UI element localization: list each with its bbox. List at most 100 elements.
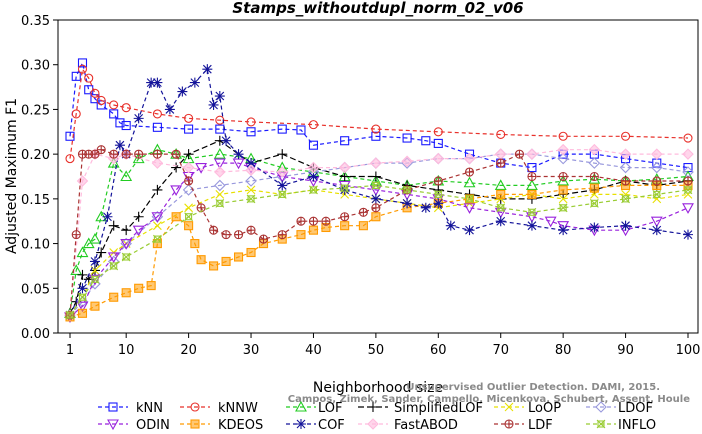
data-point-kdeos-23: [371, 212, 381, 222]
legend-marker-inflo: [596, 419, 606, 429]
x-tick-label-20: 20: [180, 343, 197, 358]
data-point-ldf-4: [90, 149, 100, 159]
data-point-kdeos-9: [184, 221, 194, 231]
data-point-ldf-24: [371, 203, 381, 213]
data-point-cof-31: [620, 220, 631, 231]
data-point-kdeos-22: [358, 221, 368, 231]
data-point-kdeos-27: [496, 189, 506, 199]
data-point-cof-13: [208, 99, 219, 110]
data-point-cof-12: [202, 64, 213, 75]
data-point-odin-23: [557, 221, 570, 232]
data-point-fastabod-16: [494, 148, 507, 160]
data-point-kdeos-10: [190, 239, 200, 249]
data-point-ldf-21: [321, 216, 331, 226]
data-point-kdeos-8: [171, 212, 181, 222]
data-point-fastabod-7: [214, 166, 226, 178]
data-point-ldf-31: [558, 171, 568, 182]
data-point-fastabod-9: [276, 166, 289, 178]
data-point-fastabod-15: [463, 152, 476, 165]
legend-marker-cof: [296, 419, 306, 429]
data-point-cof-28: [526, 220, 537, 231]
series-ldof: [64, 148, 694, 321]
data-point-cof-7: [146, 77, 157, 88]
legend-item-fastabod: FastABOD: [358, 418, 458, 433]
data-point-kdeos-2: [90, 301, 100, 311]
data-point-kdeos-1: [77, 308, 88, 318]
data-point-knnw-9: [184, 113, 194, 123]
data-point-knnw-0: [65, 154, 75, 164]
legend-marker-simplifiedlof: [368, 402, 378, 412]
data-point-inflo-6: [184, 212, 193, 222]
data-point-fastabod-17: [526, 148, 538, 160]
data-point-kdeos-30: [589, 183, 599, 193]
data-point-ldf-26: [433, 176, 443, 186]
data-point-ldf-35: [683, 176, 693, 186]
legend-label-odin: ODIN: [136, 418, 170, 433]
data-point-ldf-16: [246, 225, 256, 235]
data-point-kdeos-3: [109, 292, 119, 302]
legend-label-loop: LoOP: [528, 401, 561, 416]
data-point-ldf-34: [652, 176, 662, 186]
data-point-odin-5: [132, 225, 145, 237]
data-point-inflo-12: [371, 181, 381, 190]
legend-label-knn: kNN: [136, 401, 163, 416]
x-tick-label-60: 60: [430, 343, 447, 358]
data-point-inflo-5: [153, 234, 162, 244]
data-point-lof-20: [463, 176, 476, 188]
x-tick-label-90: 90: [617, 343, 634, 358]
data-point-knnw-11: [246, 117, 256, 127]
series-ldf: [65, 145, 693, 320]
data-point-fastabod-12: [370, 157, 382, 169]
legend-marker-odin: [107, 419, 119, 431]
data-point-simplifiedlof-8: [133, 211, 144, 222]
data-point-ldof-20: [619, 161, 632, 174]
data-point-ldf-22: [340, 212, 350, 222]
data-point-knnw-15: [496, 129, 506, 140]
data-point-knn-7: [115, 118, 125, 128]
legend-item-loop: LoOP: [494, 401, 561, 416]
x-tick-label-80: 80: [555, 343, 572, 358]
data-point-kdeos-14: [233, 252, 244, 262]
data-point-cof-2: [89, 256, 100, 267]
data-point-cof-9: [164, 104, 175, 115]
data-point-ldof-7: [214, 179, 226, 192]
legend-label-inflo: INFLO: [618, 418, 656, 433]
legend-item-ldf: LDF: [494, 418, 553, 433]
legend-label-ldof: LDOF: [618, 401, 653, 416]
watermark-line-2: Campos, Zimek, Sander, Campello, Micenko…: [288, 394, 690, 405]
data-point-kdeos-21: [340, 221, 350, 231]
data-point-cof-29: [558, 225, 569, 236]
data-point-lof-7: [120, 170, 133, 182]
data-point-cof-27: [495, 216, 506, 227]
data-point-knnw-17: [621, 131, 631, 141]
data-point-loop-7: [215, 189, 225, 199]
x-tick-label-40: 40: [305, 343, 322, 358]
data-point-knn-6: [109, 109, 119, 119]
data-point-lof-24: [588, 173, 601, 184]
data-point-ldf-9: [152, 149, 162, 159]
data-point-knn-18: [402, 133, 412, 143]
data-point-simplifiedlof-9: [152, 184, 163, 195]
data-point-fastabod-6: [182, 161, 195, 174]
data-point-knnw-2: [77, 64, 88, 74]
legend-marker-loop: [504, 402, 514, 412]
data-point-simplifiedlof-19: [433, 184, 444, 195]
data-point-inflo-14: [433, 189, 443, 199]
data-point-inflo-20: [621, 194, 630, 204]
data-point-inflo-2: [90, 274, 100, 284]
data-point-cof-18: [277, 180, 288, 191]
data-point-odin-4: [120, 239, 133, 250]
data-point-inflo-13: [402, 185, 412, 195]
y-tick-label-3: 0.15: [21, 193, 50, 208]
data-point-cof-22: [402, 198, 413, 209]
x-tick-label-1: 1: [66, 343, 74, 358]
data-point-ldf-32: [589, 171, 599, 182]
series-knnw: [65, 64, 693, 164]
data-point-cof-17: [246, 158, 257, 169]
data-point-fastabod-18: [557, 143, 569, 156]
data-point-inflo-18: [558, 203, 568, 213]
data-point-kdeos-5: [134, 283, 144, 293]
data-point-inflo-9: [277, 189, 287, 199]
legend-item-kdeos: KDEOS: [180, 418, 263, 433]
